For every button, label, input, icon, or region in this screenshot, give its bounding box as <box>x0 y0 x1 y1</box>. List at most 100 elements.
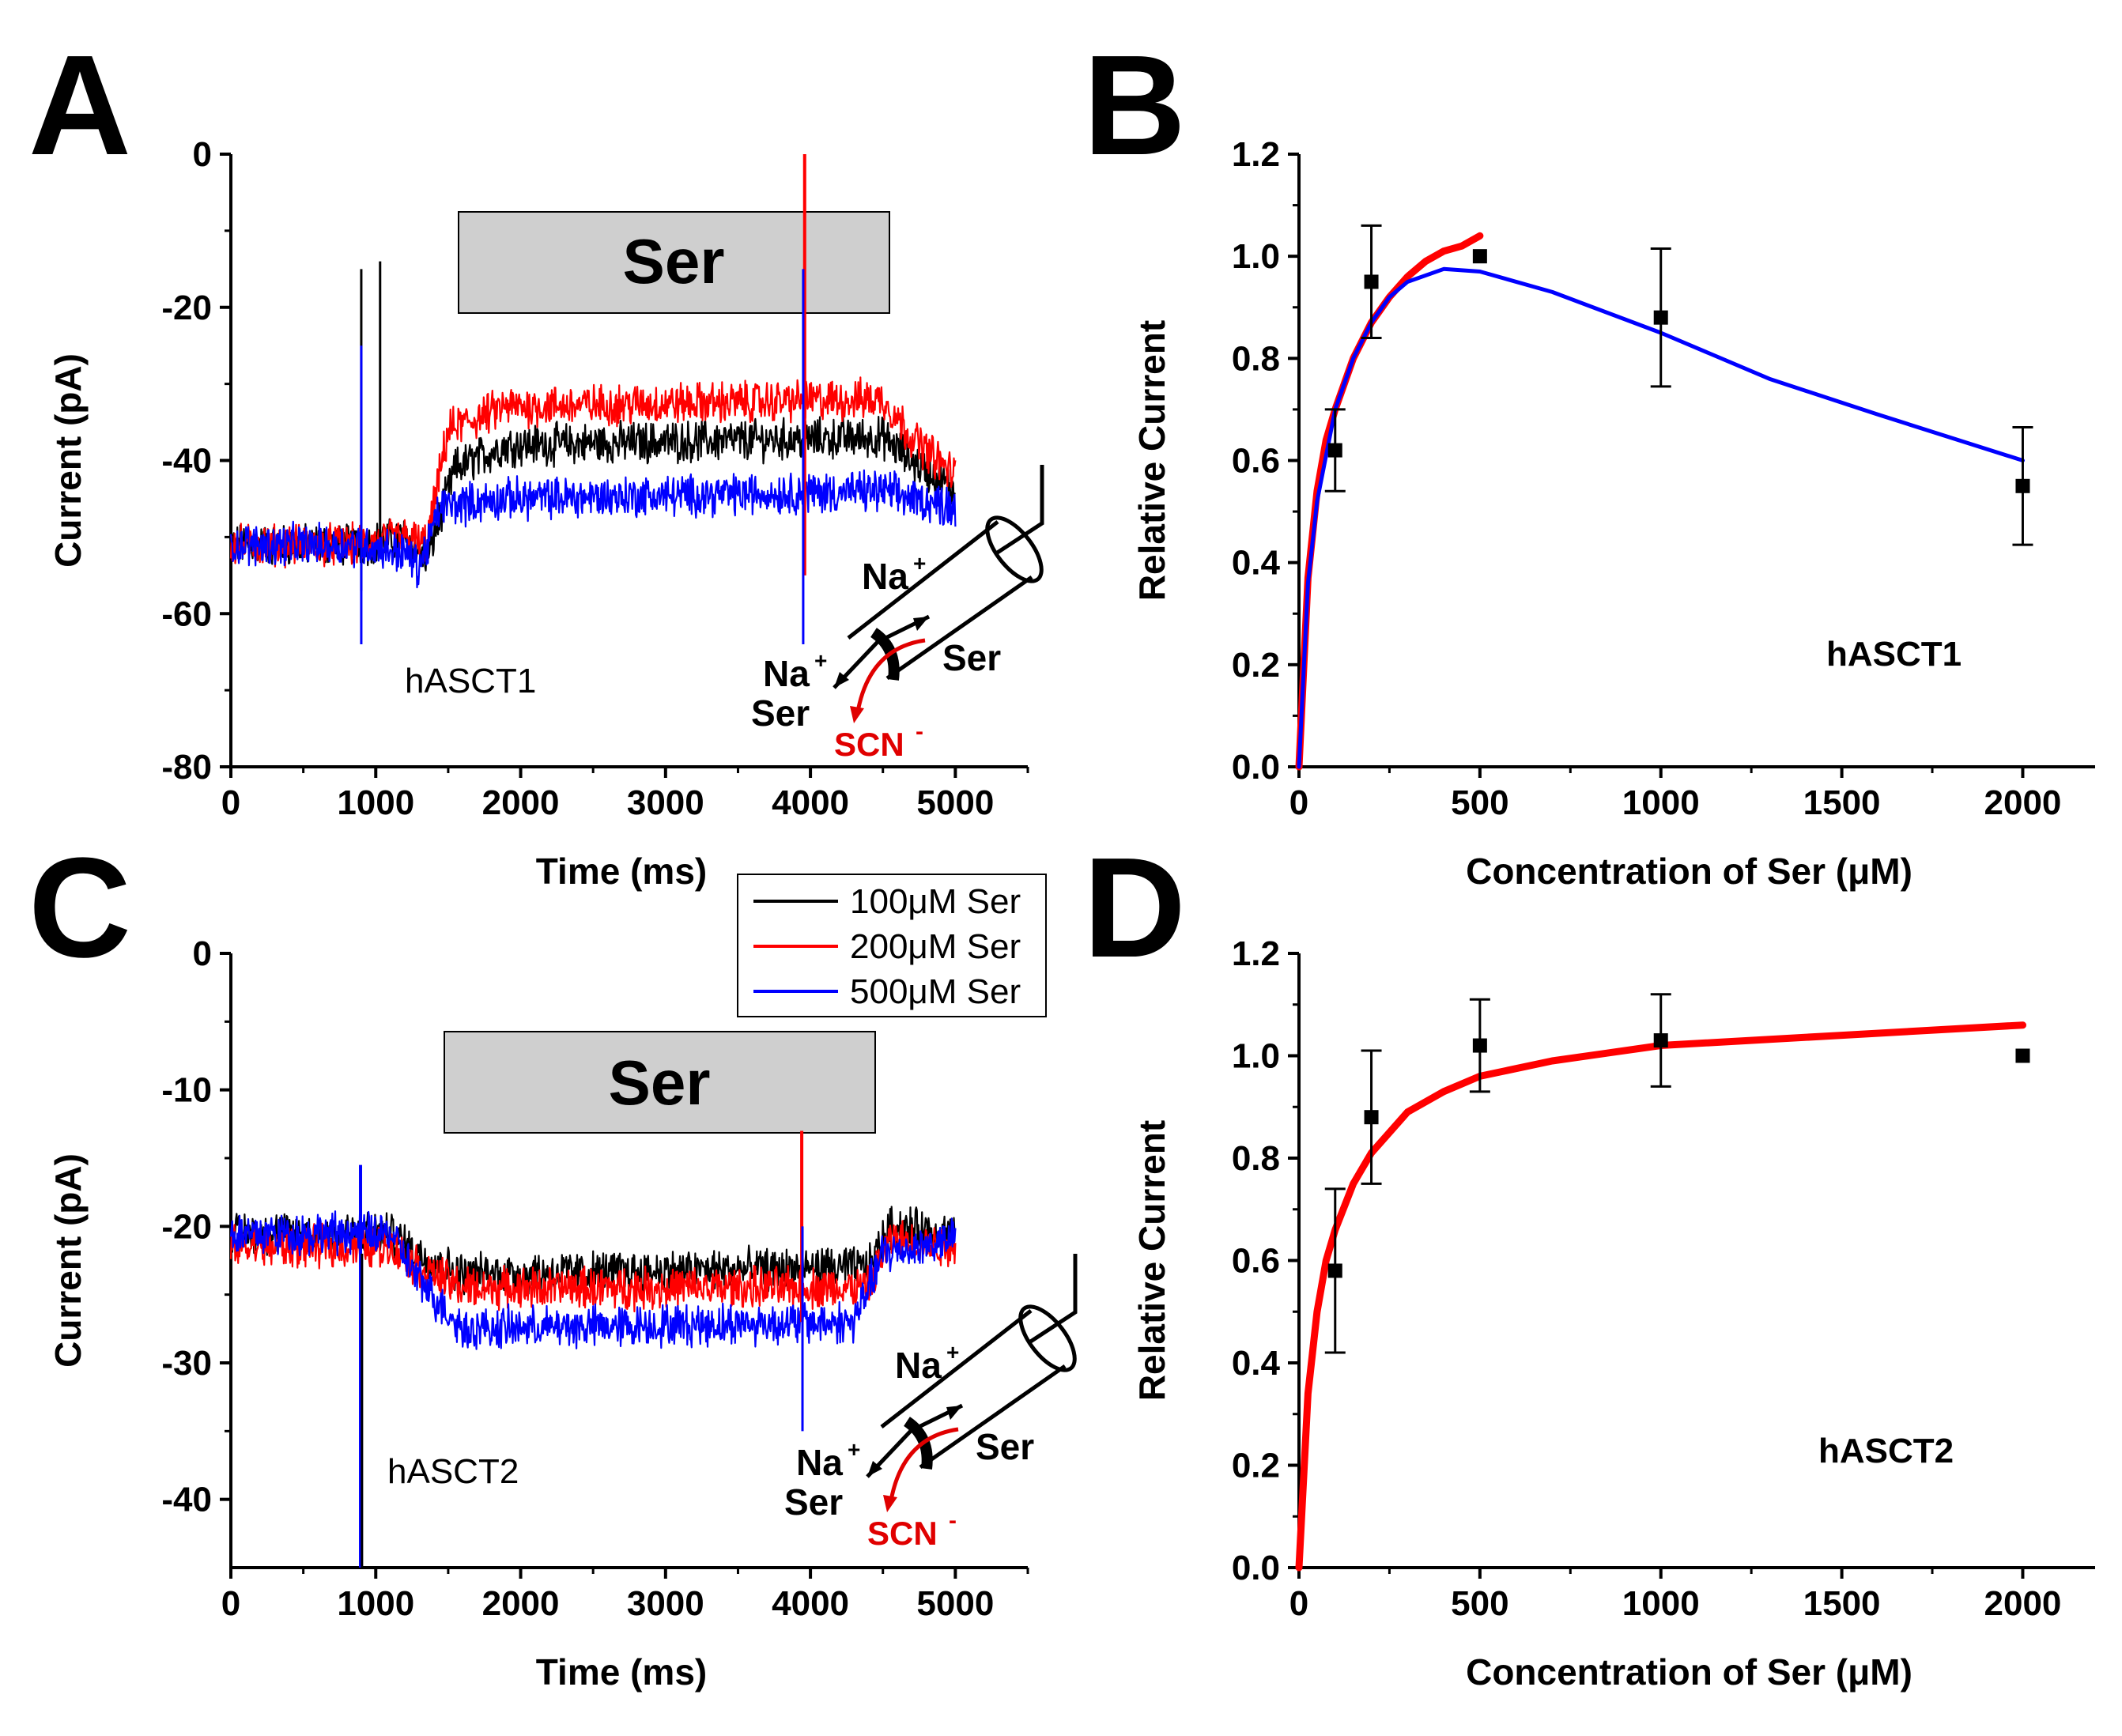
y-tick-label: 0.2 <box>1232 1447 1280 1485</box>
y-tick-label: 0 <box>193 934 212 973</box>
y-tick-label: 0.2 <box>1232 646 1280 685</box>
x-tick-label: 3000 <box>627 783 704 822</box>
data-point <box>1653 1033 1668 1048</box>
y-tick-label: 0.4 <box>1232 544 1281 583</box>
charge-label: + <box>913 551 926 576</box>
fit-curve-red <box>1295 1021 2026 1572</box>
trace-500um <box>229 469 957 589</box>
ion-label: SCN <box>867 1515 938 1552</box>
y-tick-label: -30 <box>161 1344 212 1383</box>
x-axis-label: Concentration of Ser (μM) <box>1466 1651 1912 1693</box>
y-axis-label: Relative Current <box>1131 1120 1172 1401</box>
y-tick-label: -20 <box>161 289 212 327</box>
x-tick-label: 2000 <box>1984 1584 2062 1623</box>
y-tick-label: 0.0 <box>1232 748 1280 787</box>
data-point <box>2015 478 2030 493</box>
x-tick-label: 0 <box>1289 783 1308 822</box>
x-tick-label: 2000 <box>482 1584 560 1623</box>
fit-curve-red <box>1295 232 1484 771</box>
x-tick-label: 5000 <box>916 1584 994 1623</box>
panel-letter-c: C <box>28 828 131 987</box>
charge-label: + <box>946 1340 959 1364</box>
data-point <box>1472 249 1487 264</box>
y-tick-label: 0.8 <box>1232 1139 1280 1178</box>
data-point <box>2015 1048 2030 1063</box>
data-point <box>1327 1263 1342 1278</box>
data-point <box>1327 443 1342 458</box>
y-tick-label: 0.6 <box>1232 442 1280 481</box>
trace-200um <box>229 1220 957 1313</box>
y-tick-label: 1.2 <box>1232 934 1280 973</box>
x-tick-label: 1500 <box>1803 1584 1881 1623</box>
data-point <box>1364 1110 1379 1125</box>
stimulus-bar <box>444 1031 876 1134</box>
ion-label: Ser <box>976 1426 1034 1467</box>
ion-label: Ser <box>784 1481 843 1523</box>
x-tick-label: 0 <box>221 783 240 822</box>
panel-letter-a: A <box>28 26 131 185</box>
y-tick-label: 0.0 <box>1232 1549 1280 1587</box>
data-point <box>1472 1038 1487 1053</box>
y-tick-label: -20 <box>161 1207 212 1246</box>
panel-d: hASCT2 0 500 1000 1500 2000 0.0 0.2 0.4 0.6 0.8 1.… <box>1131 934 2095 1693</box>
transporter-schematic: Na + Ser Na + Ser SCN - <box>784 1254 1078 1552</box>
data-point <box>1364 274 1379 289</box>
panel-c: Ser hASCT2 0 1000 2000 3000 4000 5000 0 -10 -20 -… <box>47 934 1029 1693</box>
x-tick-label: 0 <box>221 1584 240 1623</box>
panel-letter-d: D <box>1083 828 1186 987</box>
data-point <box>1653 310 1668 325</box>
transporter-schematic: Na + Ser Na + Ser SCN - <box>751 465 1044 763</box>
legend-entry: 200μM Ser <box>850 927 1021 966</box>
trace-500um <box>229 1210 957 1350</box>
x-tick-label: 500 <box>1451 1584 1508 1623</box>
y-axis-label: Current (pA) <box>47 1153 89 1368</box>
charge-label: - <box>916 719 923 745</box>
y-tick-label: 0.8 <box>1232 339 1280 378</box>
x-tick-label: 4000 <box>772 783 849 822</box>
y-tick-label: -40 <box>161 442 212 481</box>
legend-entry: 500μM Ser <box>850 972 1021 1011</box>
ion-label: Ser <box>942 637 1001 678</box>
y-tick-label: 0.6 <box>1232 1242 1280 1281</box>
trace-200um <box>229 376 957 569</box>
y-axis-label: Current (pA) <box>47 353 89 568</box>
x-tick-label: 1000 <box>337 1584 414 1623</box>
x-axis-label: Time (ms) <box>536 1651 707 1693</box>
y-tick-label: -40 <box>161 1481 212 1519</box>
x-tick-label: 5000 <box>916 783 994 822</box>
y-tick-label: -60 <box>161 594 212 633</box>
legend-entry: 100μM Ser <box>850 882 1021 921</box>
stimulus-label: Ser <box>623 226 725 296</box>
y-tick-label: 1.0 <box>1232 1037 1280 1076</box>
x-axis-label: Concentration of Ser (μM) <box>1466 851 1912 892</box>
x-axis-label: Time (ms) <box>536 851 707 892</box>
ion-label: Na <box>862 556 908 597</box>
cell-annotation: hASCT1 <box>405 662 536 700</box>
y-tick-label: 1.0 <box>1232 237 1280 276</box>
x-tick-label: 500 <box>1451 783 1508 822</box>
y-tick-label: 0 <box>193 135 212 174</box>
y-tick-label: 1.2 <box>1232 135 1280 174</box>
x-tick-label: 0 <box>1289 1584 1308 1623</box>
y-tick-label: 0.4 <box>1232 1344 1281 1383</box>
x-tick-label: 4000 <box>772 1584 849 1623</box>
stimulus-bar <box>458 211 890 314</box>
x-tick-label: 1000 <box>1622 1584 1700 1623</box>
ion-label: Na <box>796 1442 843 1483</box>
x-tick-label: 1000 <box>337 783 414 822</box>
fit-curve-blue <box>1297 266 2025 769</box>
ion-label: Ser <box>751 693 810 734</box>
cell-annotation: hASCT2 <box>387 1452 519 1491</box>
ion-label: Na <box>895 1345 942 1386</box>
panel-letter-b: B <box>1083 26 1186 185</box>
x-tick-label: 1500 <box>1803 783 1881 822</box>
legend: 100μM Ser 200μM Ser 500μM Ser <box>737 874 1047 1017</box>
panel-b: hASCT1 0 500 1000 1500 2000 0.0 0.2 0.4 0.6 0.8 1.… <box>1131 135 2095 892</box>
charge-label: - <box>949 1508 957 1534</box>
charge-label: + <box>814 648 827 673</box>
y-tick-label: -80 <box>161 748 212 787</box>
stimulus-label: Ser <box>609 1047 711 1118</box>
y-tick-label: -10 <box>161 1071 212 1110</box>
x-tick-label: 2000 <box>1984 783 2062 822</box>
